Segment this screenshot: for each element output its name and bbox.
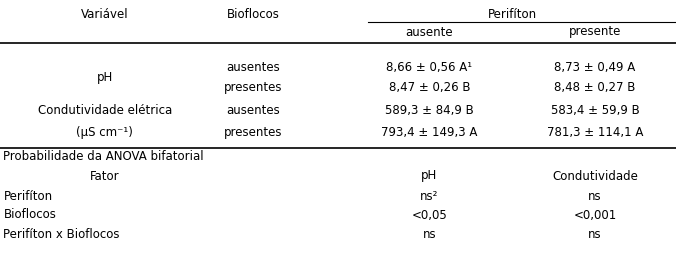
Text: Fator: Fator [90, 169, 120, 182]
Text: 781,3 ± 114,1 A: 781,3 ± 114,1 A [547, 125, 643, 138]
Text: pH: pH [97, 72, 113, 85]
Text: 8,66 ± 0,56 A¹: 8,66 ± 0,56 A¹ [386, 62, 473, 75]
Text: pH: pH [421, 169, 437, 182]
Text: presente: presente [569, 25, 621, 38]
Text: Bioflocos: Bioflocos [3, 208, 56, 221]
Text: presentes: presentes [224, 82, 283, 95]
Text: Bioflocos: Bioflocos [227, 8, 280, 21]
Text: Condutividade: Condutividade [552, 169, 638, 182]
Text: 8,47 ± 0,26 B: 8,47 ± 0,26 B [389, 82, 470, 95]
Text: ns: ns [588, 228, 602, 241]
Text: 793,4 ± 149,3 A: 793,4 ± 149,3 A [381, 125, 477, 138]
Text: Perifíton: Perifíton [3, 189, 53, 202]
Text: ns²: ns² [420, 189, 439, 202]
Text: ausentes: ausentes [226, 62, 281, 75]
Text: 8,48 ± 0,27 B: 8,48 ± 0,27 B [554, 82, 635, 95]
Text: ausente: ausente [406, 25, 453, 38]
Text: <0,001: <0,001 [573, 208, 617, 221]
Text: ns: ns [588, 189, 602, 202]
Text: 589,3 ± 84,9 B: 589,3 ± 84,9 B [385, 104, 474, 117]
Text: Condutividade elétrica: Condutividade elétrica [38, 104, 172, 117]
Text: Perifíton: Perifíton [487, 8, 537, 21]
Text: (μS cm⁻¹): (μS cm⁻¹) [76, 125, 133, 138]
Text: Perifíton x Bioflocos: Perifíton x Bioflocos [3, 228, 120, 241]
Text: <0,05: <0,05 [412, 208, 447, 221]
Text: ns: ns [422, 228, 436, 241]
Text: Probabilidade da ANOVA bifatorial: Probabilidade da ANOVA bifatorial [3, 150, 204, 163]
Text: ausentes: ausentes [226, 104, 281, 117]
Text: 8,73 ± 0,49 A: 8,73 ± 0,49 A [554, 62, 635, 75]
Text: presentes: presentes [224, 125, 283, 138]
Text: Variável: Variável [81, 8, 128, 21]
Text: 583,4 ± 59,9 B: 583,4 ± 59,9 B [550, 104, 639, 117]
